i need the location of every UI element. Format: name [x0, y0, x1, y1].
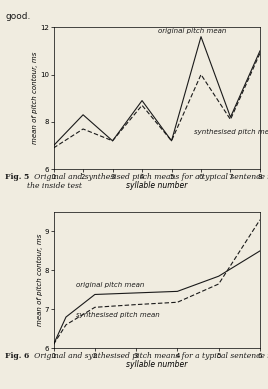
Text: good.: good.: [5, 12, 31, 21]
Text: Fig. 6: Fig. 6: [5, 352, 29, 360]
Y-axis label: mean of pitch contour, ms: mean of pitch contour, ms: [37, 234, 43, 326]
Text: original pitch mean: original pitch mean: [158, 28, 227, 34]
Text: Fig. 5: Fig. 5: [5, 173, 29, 181]
Y-axis label: mean of pitch contour, ms: mean of pitch contour, ms: [32, 52, 38, 144]
Text: synthesised pitch mean: synthesised pitch mean: [76, 312, 160, 318]
Text: synthesised pitch mean: synthesised pitch mean: [193, 129, 268, 135]
X-axis label: syllable number: syllable number: [126, 360, 188, 370]
Text: original pitch mean: original pitch mean: [76, 282, 145, 288]
Text: Original and synthesised pitch means for a typical sentence in: Original and synthesised pitch means for…: [27, 352, 268, 360]
X-axis label: syllable number: syllable number: [126, 181, 188, 191]
Text: Original and synthesised pitch means for a typical sentence in
the inside test: Original and synthesised pitch means for…: [27, 173, 268, 190]
